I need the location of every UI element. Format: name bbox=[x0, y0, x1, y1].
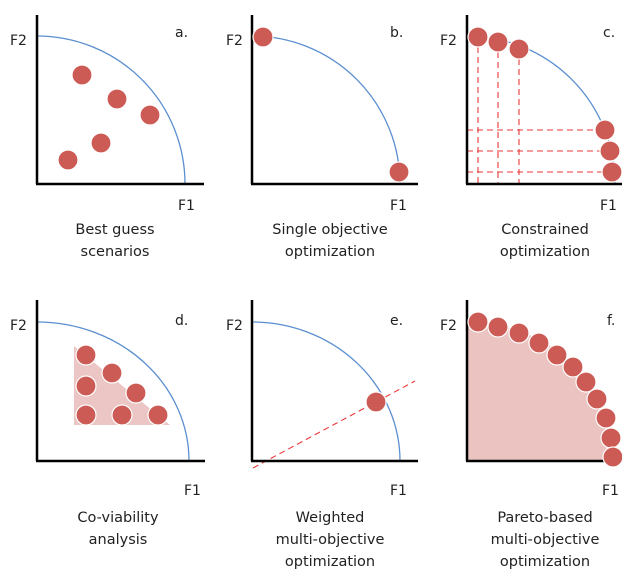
panel-d: F2 F1 d. Co-viability analysis bbox=[10, 300, 205, 548]
y-axis-label: F2 bbox=[226, 33, 243, 49]
x-axis-label: F1 bbox=[600, 198, 617, 214]
data-point bbox=[467, 311, 489, 333]
data-point bbox=[602, 446, 622, 468]
panel-letter: a. bbox=[175, 25, 188, 41]
data-point bbox=[467, 26, 489, 48]
front-curve bbox=[251, 321, 401, 462]
data-point bbox=[586, 388, 608, 410]
data-point bbox=[90, 132, 112, 154]
data-point bbox=[147, 404, 169, 426]
data-point bbox=[71, 64, 93, 86]
data-point bbox=[111, 404, 133, 426]
caption-line: Pareto-based bbox=[497, 510, 592, 526]
x-axis-label: F1 bbox=[390, 198, 407, 214]
data-point bbox=[125, 382, 147, 404]
panel-letter: f. bbox=[607, 313, 615, 329]
data-point bbox=[75, 375, 97, 397]
data-point bbox=[487, 316, 509, 338]
data-point bbox=[562, 356, 584, 378]
panel-a: F2 F1 a. Best guess scenarios bbox=[10, 15, 204, 260]
data-point bbox=[75, 404, 97, 426]
y-axis-label: F2 bbox=[440, 318, 457, 334]
data-point bbox=[388, 161, 410, 183]
panel-letter: c. bbox=[603, 25, 615, 41]
y-axis-label: F2 bbox=[440, 33, 457, 49]
data-point bbox=[575, 371, 597, 393]
pareto-region bbox=[467, 322, 615, 461]
panel-c: F2 F1 c. Constrained optimization bbox=[440, 15, 622, 260]
panel-letter: b. bbox=[390, 25, 403, 41]
data-point bbox=[595, 407, 617, 429]
caption-line: optimization bbox=[285, 554, 375, 570]
panel-letter: d. bbox=[175, 313, 188, 329]
x-axis-label: F1 bbox=[390, 483, 407, 499]
panel-b: F2 F1 b. Single objective optimization bbox=[226, 15, 418, 260]
front-curve bbox=[466, 35, 616, 185]
y-axis-label: F2 bbox=[10, 318, 27, 334]
caption-line: optimization bbox=[285, 244, 375, 260]
caption-line: optimization bbox=[500, 554, 590, 570]
y-axis-label: F2 bbox=[226, 318, 243, 334]
caption-line: multi-objective bbox=[491, 532, 600, 548]
data-point bbox=[546, 344, 568, 366]
data-point bbox=[106, 88, 128, 110]
data-point bbox=[101, 362, 123, 384]
panel-e: F2 F1 e. Weighted multi-objective optimi… bbox=[226, 300, 418, 570]
caption-line: multi-objective bbox=[276, 532, 385, 548]
front-curve bbox=[36, 35, 186, 185]
y-axis-label: F2 bbox=[10, 33, 27, 49]
data-point bbox=[487, 31, 509, 53]
data-point bbox=[365, 391, 387, 413]
caption-line: Weighted bbox=[296, 510, 365, 526]
data-point bbox=[600, 427, 622, 449]
data-point bbox=[57, 149, 79, 171]
x-axis-label: F1 bbox=[178, 198, 195, 214]
x-axis-label: F1 bbox=[602, 483, 619, 499]
caption-line: scenarios bbox=[81, 244, 150, 260]
data-point bbox=[508, 38, 530, 60]
data-point bbox=[508, 322, 530, 344]
caption-line: Best guess bbox=[75, 222, 154, 238]
panel-f: F2 F1 f. Pareto-based multi-objective op… bbox=[440, 300, 622, 570]
front-curve bbox=[36, 321, 190, 462]
caption-line: Co-viability bbox=[77, 510, 159, 526]
caption-line: Constrained bbox=[501, 222, 589, 238]
panel-letter: e. bbox=[390, 313, 403, 329]
caption-line: Single objective bbox=[272, 222, 387, 238]
data-point bbox=[601, 161, 622, 183]
front-curve bbox=[251, 35, 401, 185]
weight-line bbox=[252, 380, 416, 469]
data-point bbox=[599, 140, 621, 162]
caption-line: optimization bbox=[500, 244, 590, 260]
data-point bbox=[75, 344, 97, 366]
data-point bbox=[594, 119, 616, 141]
data-point bbox=[252, 26, 274, 48]
x-axis-label: F1 bbox=[184, 483, 201, 499]
caption-line: analysis bbox=[89, 532, 148, 548]
data-point bbox=[528, 332, 550, 354]
data-point bbox=[139, 104, 161, 126]
viability-region bbox=[74, 346, 170, 425]
